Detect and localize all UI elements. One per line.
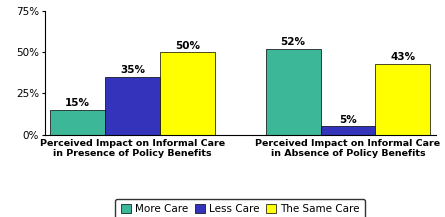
- Legend: More Care, Less Care, The Same Care: More Care, Less Care, The Same Care: [115, 199, 365, 217]
- Text: 50%: 50%: [175, 41, 200, 51]
- Bar: [266, 49, 320, 135]
- Bar: [50, 110, 105, 135]
- Text: 43%: 43%: [390, 52, 415, 62]
- Text: 35%: 35%: [120, 66, 145, 76]
- Bar: [160, 52, 215, 135]
- Bar: [105, 77, 160, 135]
- Bar: [376, 64, 430, 135]
- Text: 5%: 5%: [339, 115, 357, 125]
- Bar: [320, 126, 376, 135]
- Text: 52%: 52%: [281, 38, 306, 48]
- Text: 15%: 15%: [65, 99, 90, 108]
